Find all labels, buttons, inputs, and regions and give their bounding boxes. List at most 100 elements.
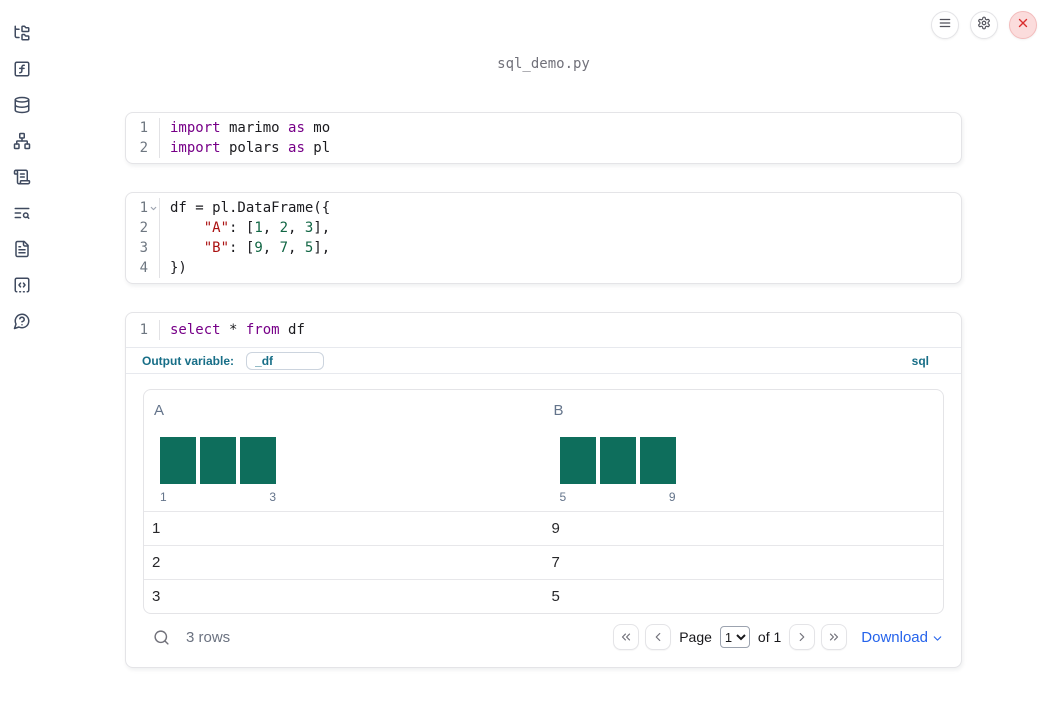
download-button[interactable]: Download [861, 629, 944, 646]
chevron-left-icon [655, 632, 661, 642]
code-text: select * from df [159, 320, 961, 340]
sidebar-scroll-text-icon[interactable] [13, 168, 31, 186]
code-token: select [170, 322, 221, 338]
histogram-b [559, 437, 944, 484]
line-number: 1 [139, 200, 148, 216]
code-text: import marimo as mo [159, 118, 961, 138]
next-page-button[interactable] [789, 624, 816, 650]
fold-slot [148, 258, 159, 278]
histogram-bar [160, 437, 196, 484]
histogram-bar [200, 437, 236, 484]
table-cell: 1 [152, 520, 161, 537]
page-select[interactable]: 1 [719, 626, 750, 648]
code-token: * [220, 322, 246, 338]
code-text: }) [159, 258, 961, 278]
code-text: "A": [1, 2, 3], [159, 218, 961, 238]
fold-slot [148, 218, 159, 238]
sidebar-database-icon[interactable] [13, 96, 31, 114]
code-editor[interactable]: 1 df = pl.DataFrame({ 2 "A": [1, 2, 3], 3 "… [126, 193, 961, 283]
code-token [170, 220, 204, 236]
code-text: "B": [9, 7, 5], [159, 238, 961, 258]
table-cell: 2 [152, 554, 161, 571]
search-icon[interactable] [153, 629, 170, 646]
column-header-b[interactable]: B 5 9 [544, 402, 944, 504]
sidebar-text-search-icon[interactable] [13, 204, 31, 222]
fold-chevron-icon [150, 206, 157, 210]
code-token: 2 [279, 220, 289, 236]
line-number: 3 [139, 240, 148, 256]
last-page-button[interactable] [821, 624, 848, 650]
dataframe-table: A 1 3 B 5 9 [143, 389, 944, 614]
table-cell: 9 [551, 520, 560, 537]
code-token: 5 [304, 240, 314, 256]
chevron-down-icon [933, 635, 942, 641]
cell-output: A 1 3 B 5 9 [126, 374, 961, 667]
sidebar-file-text-icon[interactable] [13, 240, 31, 258]
axis-max-label: 9 [668, 490, 676, 504]
code-token: , [288, 220, 305, 236]
row-count: 3 rows [186, 628, 231, 646]
code-token: df [279, 322, 305, 338]
code-text: import polars as pl [159, 138, 961, 158]
fold-slot [148, 118, 159, 138]
sql-editor[interactable]: 1 select * from df [126, 313, 961, 347]
line-number: 2 [139, 140, 148, 156]
histogram-a [160, 437, 544, 484]
sidebar-function-square-icon[interactable] [13, 60, 31, 78]
fold-toggle[interactable] [148, 198, 159, 218]
pagination: Page 1 of 1 [613, 624, 848, 650]
histogram-a-axis: 1 3 [160, 490, 276, 504]
table-cell: 3 [152, 588, 161, 605]
code-token [170, 240, 204, 256]
sql-cell: 1 select * from df Output variable: sql A… [125, 312, 962, 668]
column-name: B [553, 402, 564, 419]
sidebar-file-tree-icon[interactable] [13, 24, 31, 42]
code-line: 4}) [126, 258, 961, 278]
sql-cell-footer: Output variable: sql [126, 347, 961, 374]
table-footer: 3 rows Page 1 of 1 Download [143, 623, 944, 651]
column-header-a[interactable]: A 1 3 [144, 402, 544, 504]
code-token: df = pl.DataFrame({ [170, 200, 331, 216]
settings-button[interactable] [970, 11, 998, 39]
code-token: import [170, 140, 221, 156]
table-cell: 7 [551, 554, 560, 571]
line-number: 1 [139, 120, 148, 136]
table-header: A 1 3 B 5 9 [144, 390, 943, 511]
sidebar-help-bubble-icon[interactable] [13, 312, 31, 330]
first-page-button[interactable] [613, 624, 640, 650]
prev-page-button[interactable] [645, 624, 672, 650]
chevrons-right-icon [830, 633, 839, 641]
code-token: "A" [203, 220, 230, 236]
output-variable-input[interactable] [246, 351, 325, 370]
code-token: ], [313, 240, 331, 256]
sidebar-panel [0, 0, 44, 713]
code-token: as [288, 140, 305, 156]
histogram-bar [559, 437, 596, 484]
table-cell: 5 [551, 588, 560, 605]
chevron-right-icon [799, 632, 805, 642]
fold-slot [148, 320, 159, 340]
fold-slot [148, 138, 159, 158]
code-token: as [288, 120, 305, 136]
code-token: 1 [254, 220, 263, 236]
axis-min-label: 1 [160, 490, 167, 504]
code-token: 7 [279, 240, 289, 256]
language-badge: sql [911, 353, 929, 368]
code-editor[interactable]: 1 import marimo as mo 2 import polars as pl [126, 113, 961, 163]
menu-button[interactable] [931, 11, 959, 39]
code-token: : [ [229, 240, 255, 256]
sidebar-network-icon[interactable] [13, 132, 31, 150]
code-token: mo [304, 120, 331, 136]
code-token: "B" [203, 240, 230, 256]
download-label: Download [861, 628, 928, 646]
sidebar-code-snippet-icon[interactable] [13, 276, 31, 294]
code-line: 1 df = pl.DataFrame({ [126, 198, 961, 218]
code-line: 2 "A": [1, 2, 3], [126, 218, 961, 238]
code-token: }) [170, 260, 187, 276]
code-token: polars [220, 140, 289, 156]
close-app-button[interactable] [1009, 11, 1037, 39]
